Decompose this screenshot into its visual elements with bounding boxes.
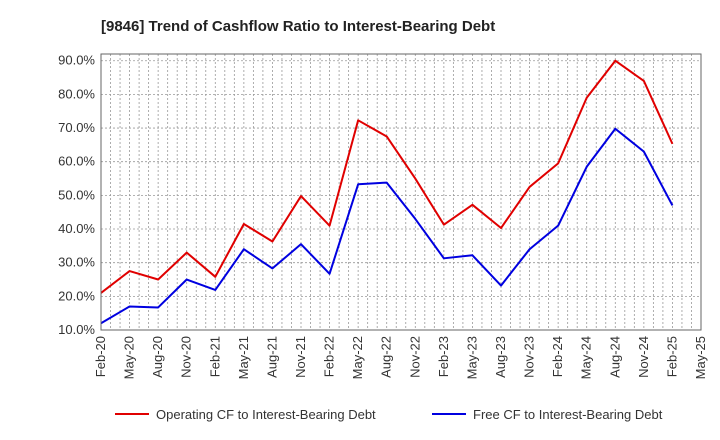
x-axis-ticks: Feb-20 May-20 Aug-20 Nov-20 Feb-21 May-21 Aug-… [93,336,708,379]
x-tick-label: Nov-21 [293,336,308,378]
x-tick-label: May-21 [236,336,251,379]
x-tick-label: Nov-23 [522,336,537,378]
y-tick-label: 50.0% [58,187,95,202]
y-tick-label: 80.0% [58,86,95,101]
x-tick-label: May-23 [464,336,479,379]
y-tick-label: 20.0% [58,288,95,303]
x-tick-label: Feb-21 [207,336,222,377]
chart-title: [9846] Trend of Cashflow Ratio to Intere… [101,18,495,35]
x-tick-label: May-22 [350,336,365,379]
x-tick-label: Feb-22 [322,336,337,377]
x-tick-label: Feb-25 [664,336,679,377]
x-tick-label: Feb-23 [436,336,451,377]
y-tick-label: 10.0% [58,322,95,337]
y-tick-label: 60.0% [58,154,95,169]
legend-label: Free CF to Interest-Bearing Debt [473,407,663,422]
legend-label: Operating CF to Interest-Bearing Debt [156,407,376,422]
y-tick-label: 30.0% [58,255,95,270]
x-tick-label: May-24 [579,336,594,379]
plot-frame [100,53,702,331]
y-axis-ticks: 90.0% 80.0% 70.0% 60.0% 50.0% 40.0% 30.0% 20.0%… [58,53,95,337]
x-tick-label: Nov-20 [179,336,194,378]
y-tick-label: 90.0% [58,53,95,68]
x-tick-label: Aug-20 [150,336,165,378]
x-tick-label: Aug-21 [264,336,279,378]
x-tick-label: Nov-24 [636,336,651,378]
x-tick-label: May-20 [122,336,137,379]
x-tick-label: Feb-20 [93,336,108,377]
x-tick-label: Aug-22 [379,336,394,378]
y-tick-label: 40.0% [58,221,95,236]
x-tick-label: Feb-24 [550,336,565,377]
x-tick-label: Aug-24 [607,336,622,378]
legend: Operating CF to Interest-Bearing Debt Fre… [115,407,663,422]
x-tick-label: May-25 [693,336,708,379]
series-lines [100,59,674,325]
x-tick-label: Aug-23 [493,336,508,378]
y-tick-label: 70.0% [58,120,95,135]
grid-lines [100,54,702,331]
x-tick-label: Nov-22 [407,336,422,378]
